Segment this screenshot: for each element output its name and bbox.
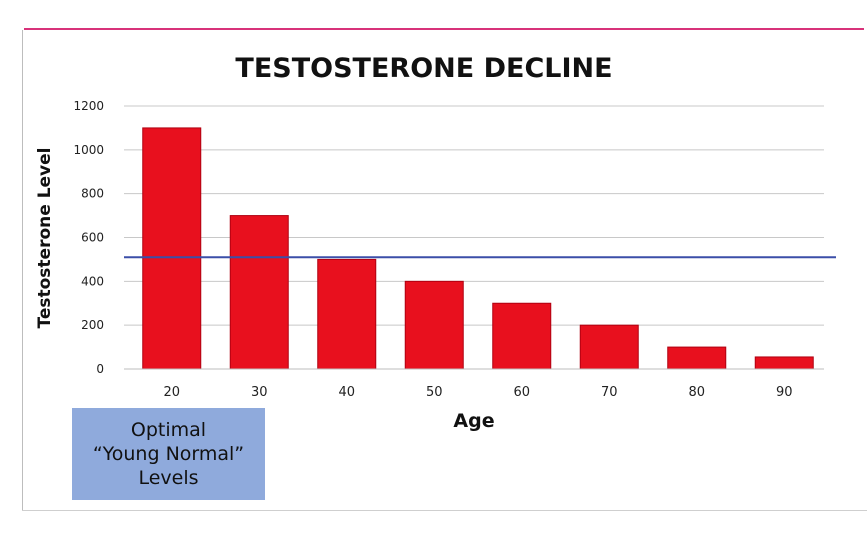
x-axis-label: Age [453,410,494,432]
callout-line-2: “Young Normal” [92,443,245,465]
y-tick-label: 200 [81,318,104,332]
bar-80 [667,346,727,370]
x-tick-label: 80 [688,385,705,400]
y-tick-label: 1000 [73,143,104,157]
x-tick-labels: 20 30 40 50 60 70 80 90 [163,385,792,400]
y-axis-label: Testosterone Level [35,148,55,329]
chart-title: TESTOSTERONE DECLINE [235,53,612,84]
bars [124,127,824,370]
bar-40 [317,258,377,370]
x-tick-label: 30 [251,385,268,400]
bar-50 [404,280,464,370]
bar-20 [142,127,202,370]
x-tick-label: 70 [601,385,618,400]
x-tick-label: 60 [513,385,530,400]
bar-70 [579,324,639,370]
callout-line-3: Levels [138,467,199,489]
top-accent-rule [24,28,864,30]
x-tick-label: 20 [163,385,180,400]
bar-60 [492,302,552,370]
y-tick-label: 600 [81,231,104,245]
y-tick-label: 0 [96,362,104,376]
y-tick-label: 1200 [73,99,104,113]
optimal-levels-callout: Optimal “Young Normal” Levels [72,408,265,500]
y-tick-label: 800 [81,187,104,201]
y-tick-label: 400 [81,274,104,288]
gridlines [124,105,824,370]
x-tick-label: 90 [776,385,793,400]
y-tick-labels: 0 200 400 600 800 1000 1200 [73,99,104,376]
x-tick-label: 50 [426,385,443,400]
bar-90 [754,356,814,370]
bar-30 [229,215,289,370]
left-border-rule [22,30,23,510]
callout-line-1: Optimal [130,419,207,441]
x-tick-label: 40 [338,385,355,400]
bottom-border-rule [22,510,867,511]
